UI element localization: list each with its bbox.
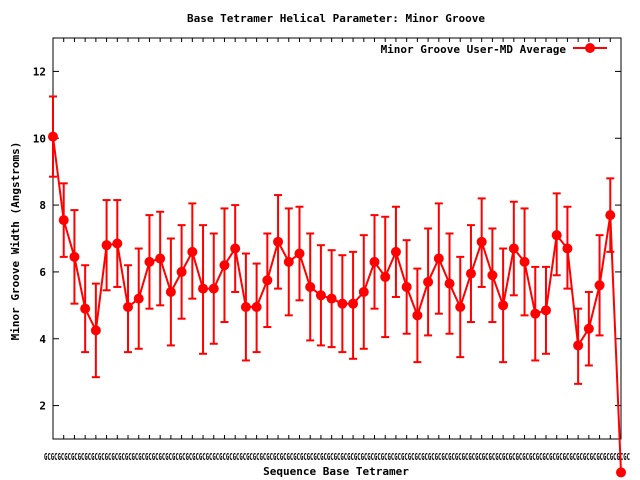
data-point	[273, 236, 284, 247]
plot-frame	[52, 37, 622, 440]
data-point	[498, 300, 509, 311]
data-point	[562, 243, 573, 254]
y-axis-label: Minor Groove Width (Angstroms)	[9, 142, 22, 341]
data-point	[530, 308, 541, 319]
data-point	[423, 276, 434, 287]
data-point	[508, 243, 519, 254]
data-point	[390, 246, 401, 257]
data-point	[369, 256, 380, 267]
y-tick-label: 12	[33, 65, 46, 78]
data-point	[401, 281, 412, 292]
data-point	[58, 215, 69, 226]
data-point	[326, 293, 337, 304]
data-point	[444, 278, 455, 289]
data-point	[594, 280, 605, 291]
data-point	[198, 283, 209, 294]
data-point	[348, 298, 359, 309]
data-point	[487, 270, 498, 281]
y-tick-label: 10	[33, 132, 46, 145]
data-point	[230, 243, 241, 254]
data-point	[155, 253, 166, 264]
x-axis-label: Sequence Base Tetramer	[263, 465, 409, 478]
y-tick-label: 4	[39, 333, 46, 346]
data-point	[69, 251, 80, 262]
x-category-labels: GCGCGCGCGCGCGCGCGCGCGCGCGCGCGCGCGCGCGCGC…	[44, 452, 630, 463]
y-tick-label: 8	[39, 199, 46, 212]
data-point	[551, 230, 562, 241]
data-point	[380, 271, 391, 282]
data-point	[476, 236, 487, 247]
data-point	[465, 268, 476, 279]
data-point	[616, 467, 626, 478]
y-tick-label: 2	[39, 400, 46, 413]
legend: Minor Groove User-MD Average	[381, 43, 607, 56]
data-point	[294, 248, 305, 259]
data-point	[283, 256, 294, 267]
data-point	[144, 256, 155, 267]
data-point	[262, 275, 273, 286]
data-point	[208, 283, 219, 294]
data-point	[48, 131, 58, 142]
data-point	[90, 325, 101, 336]
series-layer	[48, 95, 626, 478]
data-point	[176, 266, 187, 277]
legend-marker	[585, 43, 595, 53]
data-point	[358, 286, 369, 297]
data-point	[133, 293, 144, 304]
data-point	[80, 303, 91, 314]
data-point	[455, 302, 466, 313]
data-point	[305, 281, 316, 292]
data-point	[165, 286, 176, 297]
data-point	[123, 302, 134, 313]
data-point	[605, 210, 616, 221]
data-point	[112, 238, 123, 249]
legend-label: Minor Groove User-MD Average	[381, 43, 567, 56]
data-point	[315, 290, 326, 301]
data-point	[573, 340, 584, 351]
data-point	[337, 298, 348, 309]
axes: 2 4 6 8 10 12	[33, 37, 622, 440]
data-point	[219, 260, 230, 271]
data-point	[540, 305, 551, 316]
data-point	[101, 240, 112, 251]
data-point	[519, 256, 530, 267]
series-line	[52, 136, 622, 473]
data-point	[412, 310, 423, 321]
data-point	[240, 302, 251, 313]
data-point	[187, 246, 198, 257]
y-tick-label: 6	[39, 266, 46, 279]
data-point	[433, 253, 444, 264]
data-point	[251, 302, 262, 313]
data-point	[583, 323, 594, 334]
chart-title: Base Tetramer Helical Parameter: Minor G…	[187, 12, 485, 25]
